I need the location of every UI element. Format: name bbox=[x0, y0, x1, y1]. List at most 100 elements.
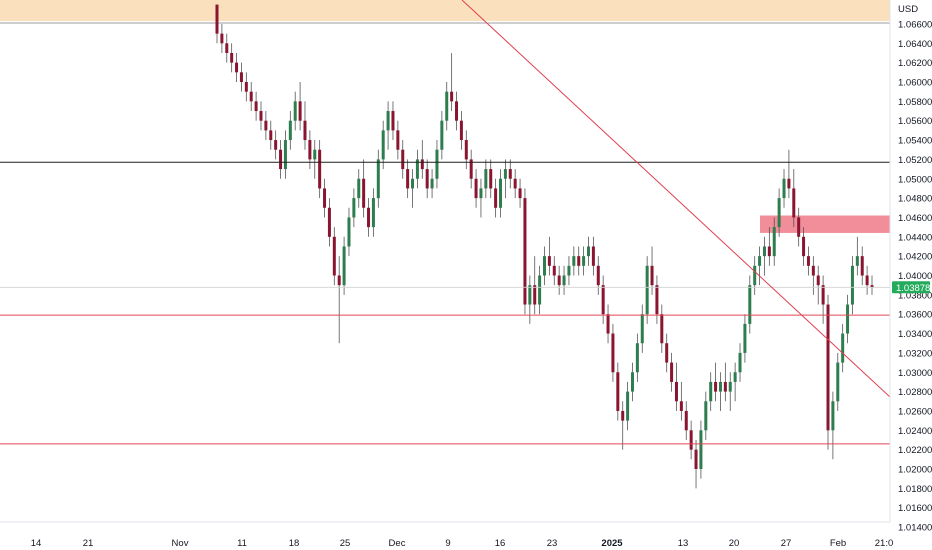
candle bbox=[831, 391, 835, 460]
candle bbox=[635, 333, 639, 382]
candle bbox=[572, 246, 576, 276]
candle bbox=[772, 217, 776, 266]
candle-body bbox=[288, 120, 292, 141]
candle bbox=[728, 372, 732, 411]
candle-body bbox=[459, 120, 463, 141]
candle-body bbox=[425, 169, 429, 189]
candle-body bbox=[772, 227, 776, 257]
candle-body bbox=[582, 256, 586, 266]
y-tick-label: 1.04400 bbox=[898, 232, 932, 243]
x-tick-label: 16 bbox=[495, 538, 506, 549]
candle-body bbox=[591, 246, 595, 266]
candle bbox=[254, 91, 258, 121]
candle bbox=[787, 149, 791, 199]
candle bbox=[318, 140, 322, 199]
supply-zone-top bbox=[0, 0, 890, 22]
candle bbox=[640, 304, 644, 353]
candle bbox=[777, 188, 781, 237]
candle bbox=[743, 314, 747, 363]
candle-body bbox=[396, 130, 400, 150]
candle bbox=[846, 294, 850, 344]
candle bbox=[679, 381, 683, 421]
last-price-badge bbox=[892, 281, 930, 294]
candle-body bbox=[313, 149, 317, 160]
x-tick-label: 20 bbox=[729, 538, 740, 549]
candle bbox=[645, 256, 649, 324]
candle bbox=[264, 111, 268, 141]
x-tick-label: Nov bbox=[172, 538, 189, 549]
candle-body bbox=[689, 430, 693, 450]
candle bbox=[279, 140, 283, 179]
candle bbox=[626, 381, 630, 431]
candle-body bbox=[381, 130, 385, 160]
candle bbox=[523, 188, 527, 315]
candle bbox=[332, 227, 336, 286]
supply-zone-mid bbox=[760, 215, 890, 233]
candle-body bbox=[474, 178, 478, 199]
candle-body bbox=[753, 265, 757, 286]
candle-body bbox=[850, 265, 854, 305]
candle-body bbox=[684, 410, 688, 431]
y-tick-label: 1.02000 bbox=[898, 465, 932, 476]
candle-body bbox=[802, 236, 806, 257]
y-tick-label: 1.04600 bbox=[898, 213, 932, 224]
candle-body bbox=[386, 111, 390, 131]
candle bbox=[806, 246, 810, 276]
candle bbox=[567, 256, 571, 286]
candle bbox=[811, 256, 815, 295]
candle bbox=[406, 159, 410, 199]
x-tick-label: 25 bbox=[340, 538, 351, 549]
candle-body bbox=[787, 178, 791, 189]
candle-body bbox=[792, 188, 796, 218]
x-tick-label: 13 bbox=[678, 538, 689, 549]
candle bbox=[503, 159, 507, 199]
y-tick-label: 1.03800 bbox=[898, 290, 932, 301]
candle-body bbox=[508, 169, 512, 179]
candle-body bbox=[557, 275, 561, 286]
candle-body bbox=[870, 285, 874, 288]
candle-body bbox=[758, 256, 762, 266]
candle bbox=[650, 246, 654, 295]
candle bbox=[689, 420, 693, 460]
candle bbox=[674, 362, 678, 411]
candle bbox=[215, 4, 219, 44]
y-tick-label: 1.04800 bbox=[898, 194, 932, 205]
x-tick-label: 14 bbox=[31, 538, 42, 549]
candle-body bbox=[616, 372, 620, 411]
candle-body bbox=[626, 391, 630, 421]
candle bbox=[357, 169, 361, 208]
candle bbox=[704, 391, 708, 440]
candle-body bbox=[679, 401, 683, 411]
candle-body bbox=[391, 111, 395, 131]
candle-body bbox=[606, 314, 610, 334]
candle-body bbox=[538, 275, 542, 305]
trendline[interactable] bbox=[461, 0, 891, 398]
candle-body bbox=[518, 188, 522, 199]
candle-body bbox=[308, 140, 312, 160]
candle bbox=[455, 91, 459, 131]
last-price-value: 1.03878 bbox=[896, 283, 930, 294]
candle bbox=[249, 82, 253, 112]
candle-body bbox=[635, 343, 639, 373]
candle-body bbox=[362, 178, 366, 208]
candle-body bbox=[841, 333, 845, 363]
x-tick-label: 27 bbox=[781, 538, 792, 549]
candle-body bbox=[318, 149, 322, 189]
candle-body bbox=[513, 178, 517, 189]
candle bbox=[538, 265, 542, 315]
candle bbox=[836, 352, 840, 411]
candle-body bbox=[279, 149, 283, 170]
candle-body bbox=[298, 101, 302, 121]
candle-body bbox=[723, 381, 727, 392]
candle bbox=[621, 401, 625, 450]
candle-body bbox=[797, 217, 801, 237]
candle-body bbox=[782, 178, 786, 199]
candle-body bbox=[440, 120, 444, 150]
candle bbox=[323, 178, 327, 218]
y-tick-label: 1.03200 bbox=[898, 348, 932, 359]
candle bbox=[474, 169, 478, 208]
candle-body bbox=[670, 362, 674, 382]
candle bbox=[841, 323, 845, 373]
candle-body bbox=[533, 285, 537, 305]
